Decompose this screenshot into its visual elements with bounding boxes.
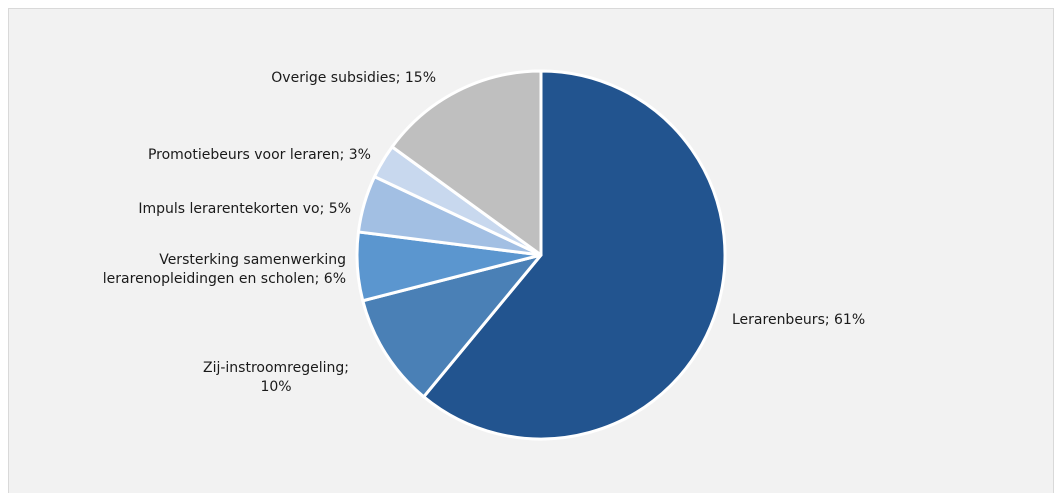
slice-label-versterking-samenwerking-lerarenopleidingen-en-scholen: Versterking samenwerking lerarenopleiding… — [103, 252, 346, 287]
slice-label-promotiebeurs-voor-leraren: Promotiebeurs voor leraren; 3% — [148, 147, 371, 163]
pie-slices — [355, 69, 727, 441]
slice-label-impuls-lerarentekorten-vo: Impuls lerarentekorten vo; 5% — [138, 201, 351, 217]
slice-label-lerarenbeurs: Lerarenbeurs; 61% — [732, 312, 865, 328]
slice-label-line: Versterking samenwerking — [159, 252, 346, 268]
pie-slice-overige-subsidies — [390, 69, 543, 257]
slice-label-line: Impuls lerarentekorten vo; 5% — [138, 201, 351, 217]
slice-label-overige-subsidies: Overige subsidies; 15% — [271, 70, 436, 86]
pie-labels: Lerarenbeurs; 61% Zij-instroomregeling; 10… — [103, 70, 865, 395]
slice-label-line: 10% — [260, 379, 291, 395]
slice-label-zij-instroomregeling: Zij-instroomregeling; 10% — [203, 360, 349, 395]
slice-label-line: Overige subsidies; 15% — [271, 70, 436, 86]
slice-label-line: Lerarenbeurs; 61% — [732, 312, 865, 328]
pie-slice-lerarenbeurs — [422, 69, 727, 441]
slice-label-line: Promotiebeurs voor leraren; 3% — [148, 147, 371, 163]
slice-label-line: lerarenopleidingen en scholen; 6% — [103, 271, 346, 287]
slice-label-line: Zij-instroomregeling; — [203, 360, 349, 376]
